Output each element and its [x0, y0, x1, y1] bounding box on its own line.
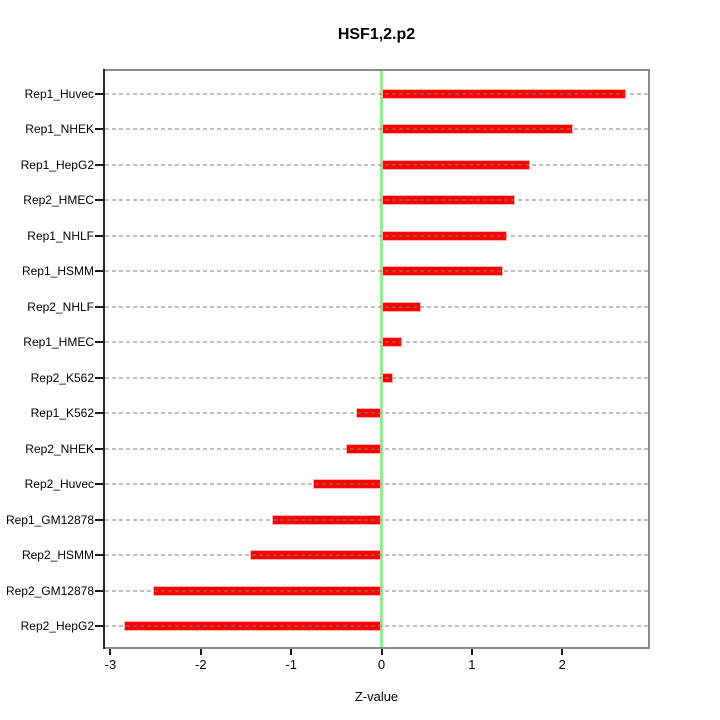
gridline [105, 92, 648, 95]
y-axis-label: Rep1_Huvec [24, 86, 94, 101]
y-tick [95, 412, 103, 415]
y-axis-label: Rep2_HepG2 [20, 619, 94, 634]
y-tick [95, 270, 103, 273]
chart-title: HSF1,2.p2 [337, 26, 416, 43]
gridline [105, 483, 648, 486]
y-axis-label: Rep2_HSMM [21, 548, 94, 563]
y-axis-label: Rep2_GM12878 [5, 583, 94, 598]
y-tick [95, 234, 103, 237]
y-axis-label: Rep2_HMEC [23, 193, 94, 208]
x-tick [199, 647, 202, 655]
gridline [105, 305, 648, 308]
y-tick [95, 554, 103, 557]
gridline [105, 163, 648, 166]
x-tick-label: -3 [104, 657, 117, 672]
x-tick-label: -2 [195, 657, 207, 672]
x-tick [561, 647, 564, 655]
gridline [105, 270, 648, 273]
y-axis-label: Rep1_HepG2 [20, 157, 94, 172]
x-tick-label: -1 [285, 657, 297, 672]
gridline [105, 554, 648, 557]
gridline [105, 128, 648, 131]
x-tick [109, 647, 112, 655]
y-axis-label: Rep1_NHEK [25, 122, 94, 137]
y-tick [95, 589, 103, 592]
y-tick [95, 447, 103, 450]
plot-area [103, 69, 650, 649]
gridline [105, 412, 648, 415]
zero-reference-line [380, 71, 383, 647]
y-tick [95, 625, 103, 628]
y-axis-label: Rep1_K562 [30, 406, 94, 421]
plot-border [103, 69, 650, 649]
y-tick [95, 163, 103, 166]
y-tick [95, 518, 103, 521]
y-axis-label: Rep2_NHEK [25, 441, 94, 456]
x-axis-title: Z-value [354, 689, 399, 704]
gridline [105, 199, 648, 202]
y-tick [95, 199, 103, 202]
gridline [105, 447, 648, 450]
y-tick [95, 483, 103, 486]
y-axis-label: Rep2_K562 [30, 370, 94, 385]
x-tick-label: 0 [377, 657, 386, 672]
y-axis-label: Rep1_GM12878 [5, 512, 94, 527]
y-axis-label: Rep1_NHLF [27, 228, 94, 243]
gridline [105, 625, 648, 628]
x-tick [470, 647, 473, 655]
gridline [105, 234, 648, 237]
y-tick [95, 305, 103, 308]
gridline [105, 589, 648, 592]
y-axis-label: Rep2_Huvec [24, 477, 94, 492]
x-tick [380, 647, 383, 655]
x-tick-label: 1 [468, 657, 476, 672]
y-tick [95, 128, 103, 131]
y-axis-line [103, 69, 105, 649]
y-tick [95, 376, 103, 379]
gridline [105, 341, 648, 344]
gridline [105, 518, 648, 521]
y-axis-label: Rep2_NHLF [27, 299, 94, 314]
y-tick [95, 341, 103, 344]
gridline [105, 376, 648, 379]
y-axis-label: Rep1_HMEC [23, 335, 94, 350]
x-tick-label: 2 [558, 657, 566, 672]
y-tick [95, 92, 103, 95]
x-tick [290, 647, 293, 655]
y-axis-label: Rep1_HSMM [21, 264, 94, 279]
